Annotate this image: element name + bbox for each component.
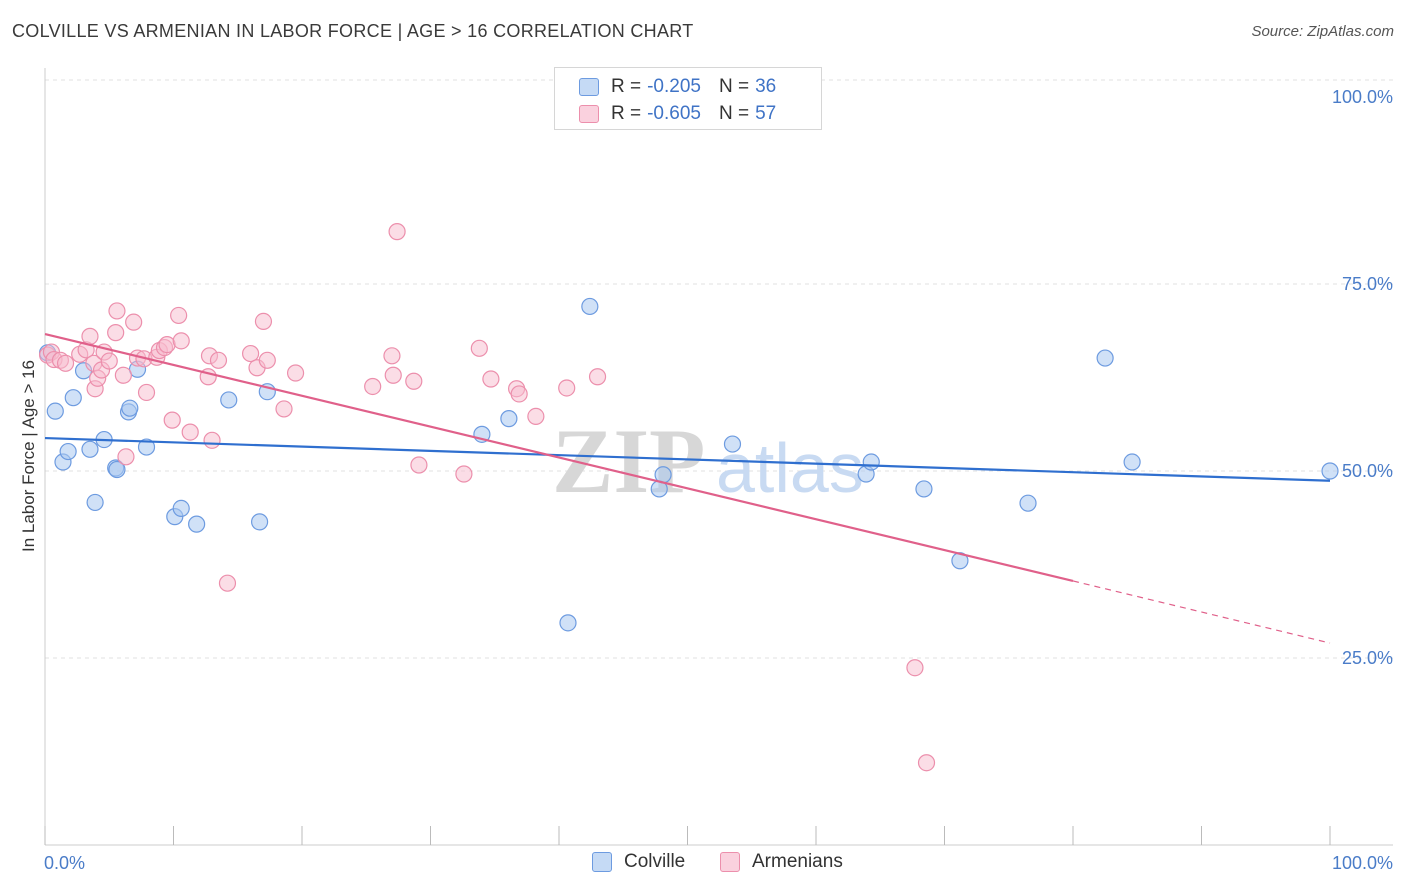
legend-r-value: -0.605	[647, 103, 701, 124]
armenian-point	[254, 312, 273, 330]
armenian-point	[286, 364, 305, 382]
watermark: ZIP atlas	[552, 410, 864, 512]
tick-labels: 25.0% 50.0% 75.0% 100.0% 0.0% 100.0%	[44, 87, 1393, 873]
colville-point	[188, 515, 206, 533]
armenian-point	[275, 400, 293, 418]
colville-point	[46, 402, 64, 420]
colville-point	[581, 297, 599, 316]
source-label: Source: ZipAtlas.com	[1251, 23, 1394, 40]
colville-point	[81, 440, 99, 458]
armenian-point	[384, 366, 402, 384]
armenian-point	[56, 354, 75, 372]
armenian-point	[470, 339, 488, 357]
armenian-point	[170, 306, 188, 325]
colville-trend-line	[44, 436, 1331, 482]
armenian-point	[258, 351, 276, 369]
colville-point	[1123, 453, 1141, 471]
colville-legend-swatch	[592, 852, 612, 872]
armenian-point	[455, 465, 473, 483]
colville-point	[915, 480, 933, 498]
x-tick-label: 100.0%	[1332, 853, 1393, 873]
armenian-point	[114, 366, 132, 384]
armenian-point	[364, 377, 382, 396]
chart-title: COLVILLE VS ARMENIAN IN LABOR FORCE | AG…	[12, 21, 694, 41]
armenian-point	[588, 368, 607, 386]
legend-r-value: -0.205	[647, 76, 701, 97]
legend-row-armenian: R = -0.605 N = 57	[579, 101, 776, 127]
colville-point	[250, 513, 269, 531]
colville-point	[172, 499, 190, 517]
legend-n-label: N =	[718, 76, 750, 97]
y-tick-label: 50.0%	[1342, 461, 1393, 481]
legend-r-label: R =	[611, 103, 642, 124]
armenian-point	[482, 370, 500, 388]
bottom-legend-colville: Colville	[592, 851, 685, 873]
colville-point	[86, 493, 104, 512]
armenian-point	[388, 223, 406, 241]
y-tick-label: 75.0%	[1342, 274, 1393, 294]
armenian-point	[242, 344, 260, 363]
legend-row-colville: R = -0.205 N = 36	[579, 74, 776, 100]
colville-point	[1096, 349, 1114, 367]
armenian-point	[163, 411, 181, 429]
armenian-legend-swatch	[720, 852, 740, 872]
armenian-point	[558, 379, 576, 397]
armenian-point	[917, 754, 936, 772]
armenian-points	[38, 223, 936, 772]
colville-point	[220, 391, 238, 409]
armenian-point	[203, 431, 221, 449]
colville-point	[64, 389, 82, 407]
x-tick-label: 0.0%	[44, 853, 85, 873]
armenian-point	[100, 352, 118, 370]
armenian-point	[158, 335, 176, 354]
grid-lines	[45, 79, 1393, 659]
axes	[44, 68, 1393, 846]
armenian-point	[172, 332, 190, 350]
colville-point	[862, 453, 880, 471]
armenian-point	[410, 456, 428, 474]
armenian-point	[117, 448, 135, 466]
armenian-point	[181, 423, 199, 441]
armenian-point	[81, 327, 99, 345]
armenian-point	[906, 659, 924, 677]
colville-point	[500, 410, 518, 428]
colville-point	[1321, 462, 1339, 480]
colville-point	[559, 614, 577, 632]
armenian-point	[405, 372, 423, 390]
armenian-point	[510, 385, 528, 403]
colville-point	[59, 442, 77, 461]
legend-r-label: R =	[611, 76, 642, 97]
armenian-point	[107, 324, 125, 342]
legend-n-value: 36	[755, 76, 777, 97]
legend-n-value: 57	[755, 103, 777, 124]
armenian-point	[527, 407, 545, 425]
colville-point	[108, 460, 126, 479]
armenian-point	[218, 574, 237, 592]
correlation-legend: R = -0.205 N = 36 R = -0.605 N = 57	[554, 67, 822, 130]
colville-point	[121, 399, 139, 417]
armenian-point	[209, 351, 228, 369]
armenian-swatch	[579, 105, 599, 123]
legend-n-label: N =	[718, 103, 750, 124]
armenian-trend-line	[44, 333, 1074, 583]
armenian-legend-label: Armenians	[752, 851, 843, 872]
armenian-point	[383, 347, 401, 365]
armenian-trend-extension	[1072, 580, 1331, 644]
y-tick-label: 100.0%	[1332, 87, 1393, 107]
colville-swatch	[579, 78, 599, 96]
colville-legend-label: Colville	[624, 851, 686, 872]
trend-lines	[44, 333, 1331, 644]
colville-point	[723, 435, 742, 453]
armenian-point	[108, 302, 126, 320]
armenian-point	[125, 313, 143, 331]
colville-point	[137, 438, 156, 456]
colville-point	[1019, 494, 1037, 512]
bottom-legend-armenians: Armenians	[720, 851, 843, 873]
y-tick-label: 25.0%	[1342, 648, 1393, 668]
y-axis-label: In Labor Force | Age > 16	[19, 360, 38, 552]
armenian-point	[137, 383, 156, 402]
